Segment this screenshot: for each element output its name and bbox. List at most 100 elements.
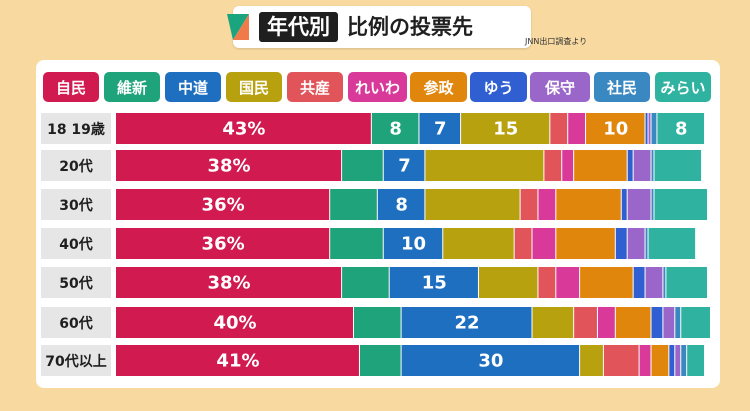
bar-segment-5-5: [597, 307, 615, 338]
bar-label-0-1: 8: [389, 119, 402, 140]
bar-segment-1-3: [425, 150, 544, 181]
bar-segment-0-5: [568, 113, 586, 144]
bar-segment-2-7: [621, 189, 627, 220]
bar-label-6-2: 30: [478, 351, 503, 372]
bar-segment-4-9: [663, 267, 666, 298]
bar-label-0-0: 43%: [222, 119, 265, 140]
chart-title: 年代別 比例の投票先: [227, 6, 531, 48]
bar-label-0-6: 10: [603, 119, 628, 140]
bar-label-4-0: 38%: [208, 273, 251, 294]
row-label-5: 60代: [41, 307, 111, 338]
news-logo-icon: [227, 14, 249, 40]
bar-segment-5-7: [651, 307, 663, 338]
bar-segment-6-10: [687, 345, 705, 376]
bar-label-6-0: 41%: [216, 351, 259, 372]
bar-segment-3-9: [645, 228, 648, 259]
bar-segment-4-8: [645, 267, 663, 298]
bar-segment-6-3: [580, 345, 603, 376]
bar-segment-2-8: [627, 189, 651, 220]
bar-segment-5-6: [615, 307, 651, 338]
bar-segment-4-0: [116, 267, 342, 298]
legend-item-5: れいわ: [348, 72, 407, 102]
bar-segment-1-4: [544, 150, 562, 181]
bar-label-3-0: 36%: [202, 234, 245, 255]
bar-segment-4-2: [389, 267, 478, 298]
bar-label-0-2: 7: [434, 119, 447, 140]
bar-segment-5-2: [401, 307, 532, 338]
bar-segment-4-3: [478, 267, 538, 298]
bar-segment-6-8: [675, 345, 681, 376]
bar-label-3-2: 10: [401, 234, 426, 255]
bar-segment-4-1: [342, 267, 389, 298]
bar-segment-2-2: [377, 189, 425, 220]
bar-segment-4-7: [633, 267, 645, 298]
bar-segment-0-8: [648, 113, 651, 144]
bar-label-1-2: 7: [398, 156, 411, 177]
bar-segment-3-1: [330, 228, 383, 259]
bar-segment-0-6: [586, 113, 645, 144]
row-label-1: 20代: [41, 150, 111, 181]
bar-segment-6-2: [401, 345, 580, 376]
bar-segment-6-5: [639, 345, 651, 376]
bar-segment-0-2: [419, 113, 461, 144]
bar-segment-3-10: [648, 228, 696, 259]
bar-segment-2-6: [556, 189, 621, 220]
bar-segment-5-3: [532, 307, 574, 338]
legend-item-7: ゆう: [470, 72, 527, 102]
bar-label-5-2: 22: [455, 313, 480, 334]
row-label-4: 50代: [41, 267, 111, 298]
bar-segment-1-9: [651, 150, 654, 181]
bar-segment-3-3: [443, 228, 514, 259]
bar-segment-2-10: [654, 189, 708, 220]
bar-segment-6-1: [359, 345, 401, 376]
bar-segment-1-8: [633, 150, 651, 181]
bar-segment-4-6: [580, 267, 633, 298]
bar-label-0-3: 15: [493, 119, 518, 140]
bar-segment-1-0: [116, 150, 342, 181]
bar-segment-2-4: [520, 189, 538, 220]
legend-item-4: 共産: [287, 72, 343, 102]
bar-segment-3-6: [556, 228, 615, 259]
bar-segment-3-4: [514, 228, 532, 259]
legend-item-1: 維新: [104, 72, 160, 102]
bar-segment-3-5: [532, 228, 556, 259]
legend-item-8: 保守: [530, 72, 590, 102]
legend-item-3: 国民: [226, 72, 282, 102]
bar-segment-4-5: [556, 267, 580, 298]
bar-segment-5-0: [116, 307, 353, 338]
row-label-6: 70代以上: [41, 345, 111, 376]
bar-segment-1-6: [574, 150, 627, 181]
bar-segment-0-1: [371, 113, 419, 144]
bar-segment-1-2: [383, 150, 425, 181]
bar-segment-0-7: [645, 113, 648, 144]
bar-segment-5-8: [663, 307, 675, 338]
bar-segment-2-5: [538, 189, 556, 220]
legend-item-0: 自民: [43, 72, 99, 102]
row-label-3: 40代: [41, 228, 111, 259]
bar-segment-0-10: [657, 113, 705, 144]
bar-segment-2-9: [651, 189, 654, 220]
bar-label-1-0: 38%: [208, 156, 251, 177]
title-right-text: 比例の投票先: [347, 15, 473, 39]
bar-segment-4-10: [666, 267, 708, 298]
bar-segment-0-0: [116, 113, 371, 144]
bar-segment-5-10: [681, 307, 710, 338]
row-label-0: 18 19歳: [41, 113, 111, 144]
bar-label-0-10: 8: [675, 119, 688, 140]
source-note: JNN出口調査より: [525, 37, 588, 46]
bar-segment-1-10: [654, 150, 702, 181]
bar-segment-2-0: [116, 189, 330, 220]
bar-label-2-0: 36%: [202, 195, 245, 216]
bar-segment-6-6: [651, 345, 669, 376]
bar-segment-1-1: [342, 150, 383, 181]
legend-item-9: 社民: [594, 72, 650, 102]
bar-segment-6-7: [669, 345, 675, 376]
bar-segment-2-1: [330, 189, 377, 220]
row-label-2: 30代: [41, 189, 111, 220]
bar-segment-6-9: [681, 345, 687, 376]
bar-segment-3-7: [615, 228, 627, 259]
bar-segment-3-8: [627, 228, 645, 259]
bar-segment-5-4: [574, 307, 597, 338]
title-left-text: 年代別: [259, 12, 338, 42]
